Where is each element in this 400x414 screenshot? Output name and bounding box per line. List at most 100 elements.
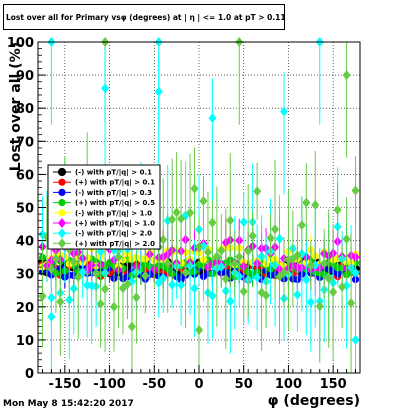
data-point <box>47 264 56 275</box>
y-tick-label: 40 <box>16 235 34 250</box>
data-point <box>208 113 217 124</box>
data-point <box>190 283 199 294</box>
data-point <box>47 311 56 322</box>
legend: (-) with pT/|q| > 0.1(+) with pT/|q| > 0… <box>47 164 161 250</box>
data-point <box>320 258 329 269</box>
legend-entry: (-) with pT/|q| > 2.0 <box>75 230 152 239</box>
data-point <box>168 214 177 225</box>
data-point <box>96 298 105 309</box>
data-point <box>230 258 239 269</box>
data-point <box>338 281 347 292</box>
data-point <box>279 106 288 117</box>
legend-entry: (-) with pT/|q| > 0.1 <box>75 169 152 178</box>
data-point <box>235 251 244 262</box>
legend-entry: (+) with pT/|q| > 1.0 <box>75 220 155 229</box>
data-point <box>297 220 306 231</box>
y-tick-label: 0 <box>25 367 34 382</box>
highlight-point <box>154 51 163 175</box>
data-point <box>226 215 235 226</box>
data-point <box>177 279 186 290</box>
highlight-point <box>351 300 360 373</box>
data-point <box>266 232 275 243</box>
data-point <box>333 204 342 215</box>
data-point <box>92 268 101 279</box>
data-point <box>212 251 221 262</box>
legend-entry: (-) with pT/|q| > 0.3 <box>75 189 152 198</box>
highlight-point <box>127 286 136 373</box>
x-axis-label: φ (degrees) <box>268 393 360 409</box>
data-point <box>293 289 302 300</box>
highlight-point <box>195 290 203 373</box>
chart-title: Lost over all for Primary vsφ (degrees) … <box>3 4 285 30</box>
data-point <box>195 241 203 252</box>
data-point <box>195 324 203 335</box>
data-point <box>302 197 311 208</box>
data-point <box>279 267 288 278</box>
y-tick-label: 60 <box>16 168 34 183</box>
data-point <box>324 273 333 284</box>
data-point <box>208 290 217 301</box>
data-point <box>329 286 338 297</box>
data-point <box>168 279 177 290</box>
y-tick-label: 80 <box>16 102 34 117</box>
highlight-point <box>315 37 324 125</box>
data-point <box>132 292 141 303</box>
data-point <box>51 253 60 264</box>
data-point <box>83 280 92 291</box>
data-point <box>114 251 123 262</box>
data-point <box>221 273 230 284</box>
data-point <box>101 283 110 294</box>
data-point <box>203 247 212 258</box>
x-tick-label: -150 <box>49 377 82 392</box>
legend-entry: (+) with pT/|q| > 2.0 <box>75 240 155 249</box>
y-tick-label: 20 <box>16 301 34 316</box>
data-point <box>57 167 67 177</box>
data-point <box>315 301 324 312</box>
data-point <box>208 217 217 228</box>
x-tick-label: 100 <box>275 377 302 392</box>
data-point <box>217 245 226 256</box>
timestamp-footer: Mon May 8 15:42:20 2017 <box>3 399 134 409</box>
data-point <box>351 267 360 278</box>
y-tick-label: 10 <box>16 334 34 349</box>
highlight-point <box>208 78 217 201</box>
legend-entry: (+) with pT/|q| > 0.5 <box>75 199 155 208</box>
data-point <box>38 291 47 302</box>
data-point <box>58 228 66 239</box>
data-point <box>58 209 66 217</box>
data-point <box>262 290 271 301</box>
data-point <box>163 258 172 269</box>
data-point <box>306 260 315 271</box>
data-point <box>186 207 195 218</box>
data-point <box>306 297 315 308</box>
legend-box <box>47 164 161 250</box>
data-point <box>141 270 150 281</box>
data-point <box>177 213 186 224</box>
y-tick-label: 30 <box>16 268 34 283</box>
data-point <box>199 195 208 206</box>
data-point <box>351 185 360 196</box>
data-point <box>154 277 163 288</box>
data-point <box>239 217 248 228</box>
data-point <box>302 274 311 285</box>
data-point <box>58 188 66 196</box>
data-point <box>347 297 356 308</box>
x-tick-label: 0 <box>194 377 203 392</box>
y-tick-label: 100 <box>7 36 34 51</box>
data-point <box>239 286 248 297</box>
highlight-point <box>47 277 56 373</box>
axis-ticks: -150 -100 -50 0 50 100 150 0 10 20 30 40 50 60 70 80 90 1… <box>7 36 357 392</box>
x-tick-label: 50 <box>235 377 253 392</box>
legend-entry: (-) with pT/|q| > 1.0 <box>75 209 152 218</box>
highlight-point <box>279 71 288 195</box>
data-point <box>159 234 168 245</box>
highlight-point <box>235 37 244 125</box>
data-point <box>58 178 66 186</box>
data-point <box>311 260 320 271</box>
data-point <box>110 301 119 312</box>
data-point <box>58 238 66 249</box>
data-point <box>253 272 262 283</box>
y-axis-label: Lost over all (%) <box>8 42 24 171</box>
data-point <box>123 279 132 290</box>
legend-entry: (+) with pT/|q| > 0.1 <box>75 179 155 188</box>
